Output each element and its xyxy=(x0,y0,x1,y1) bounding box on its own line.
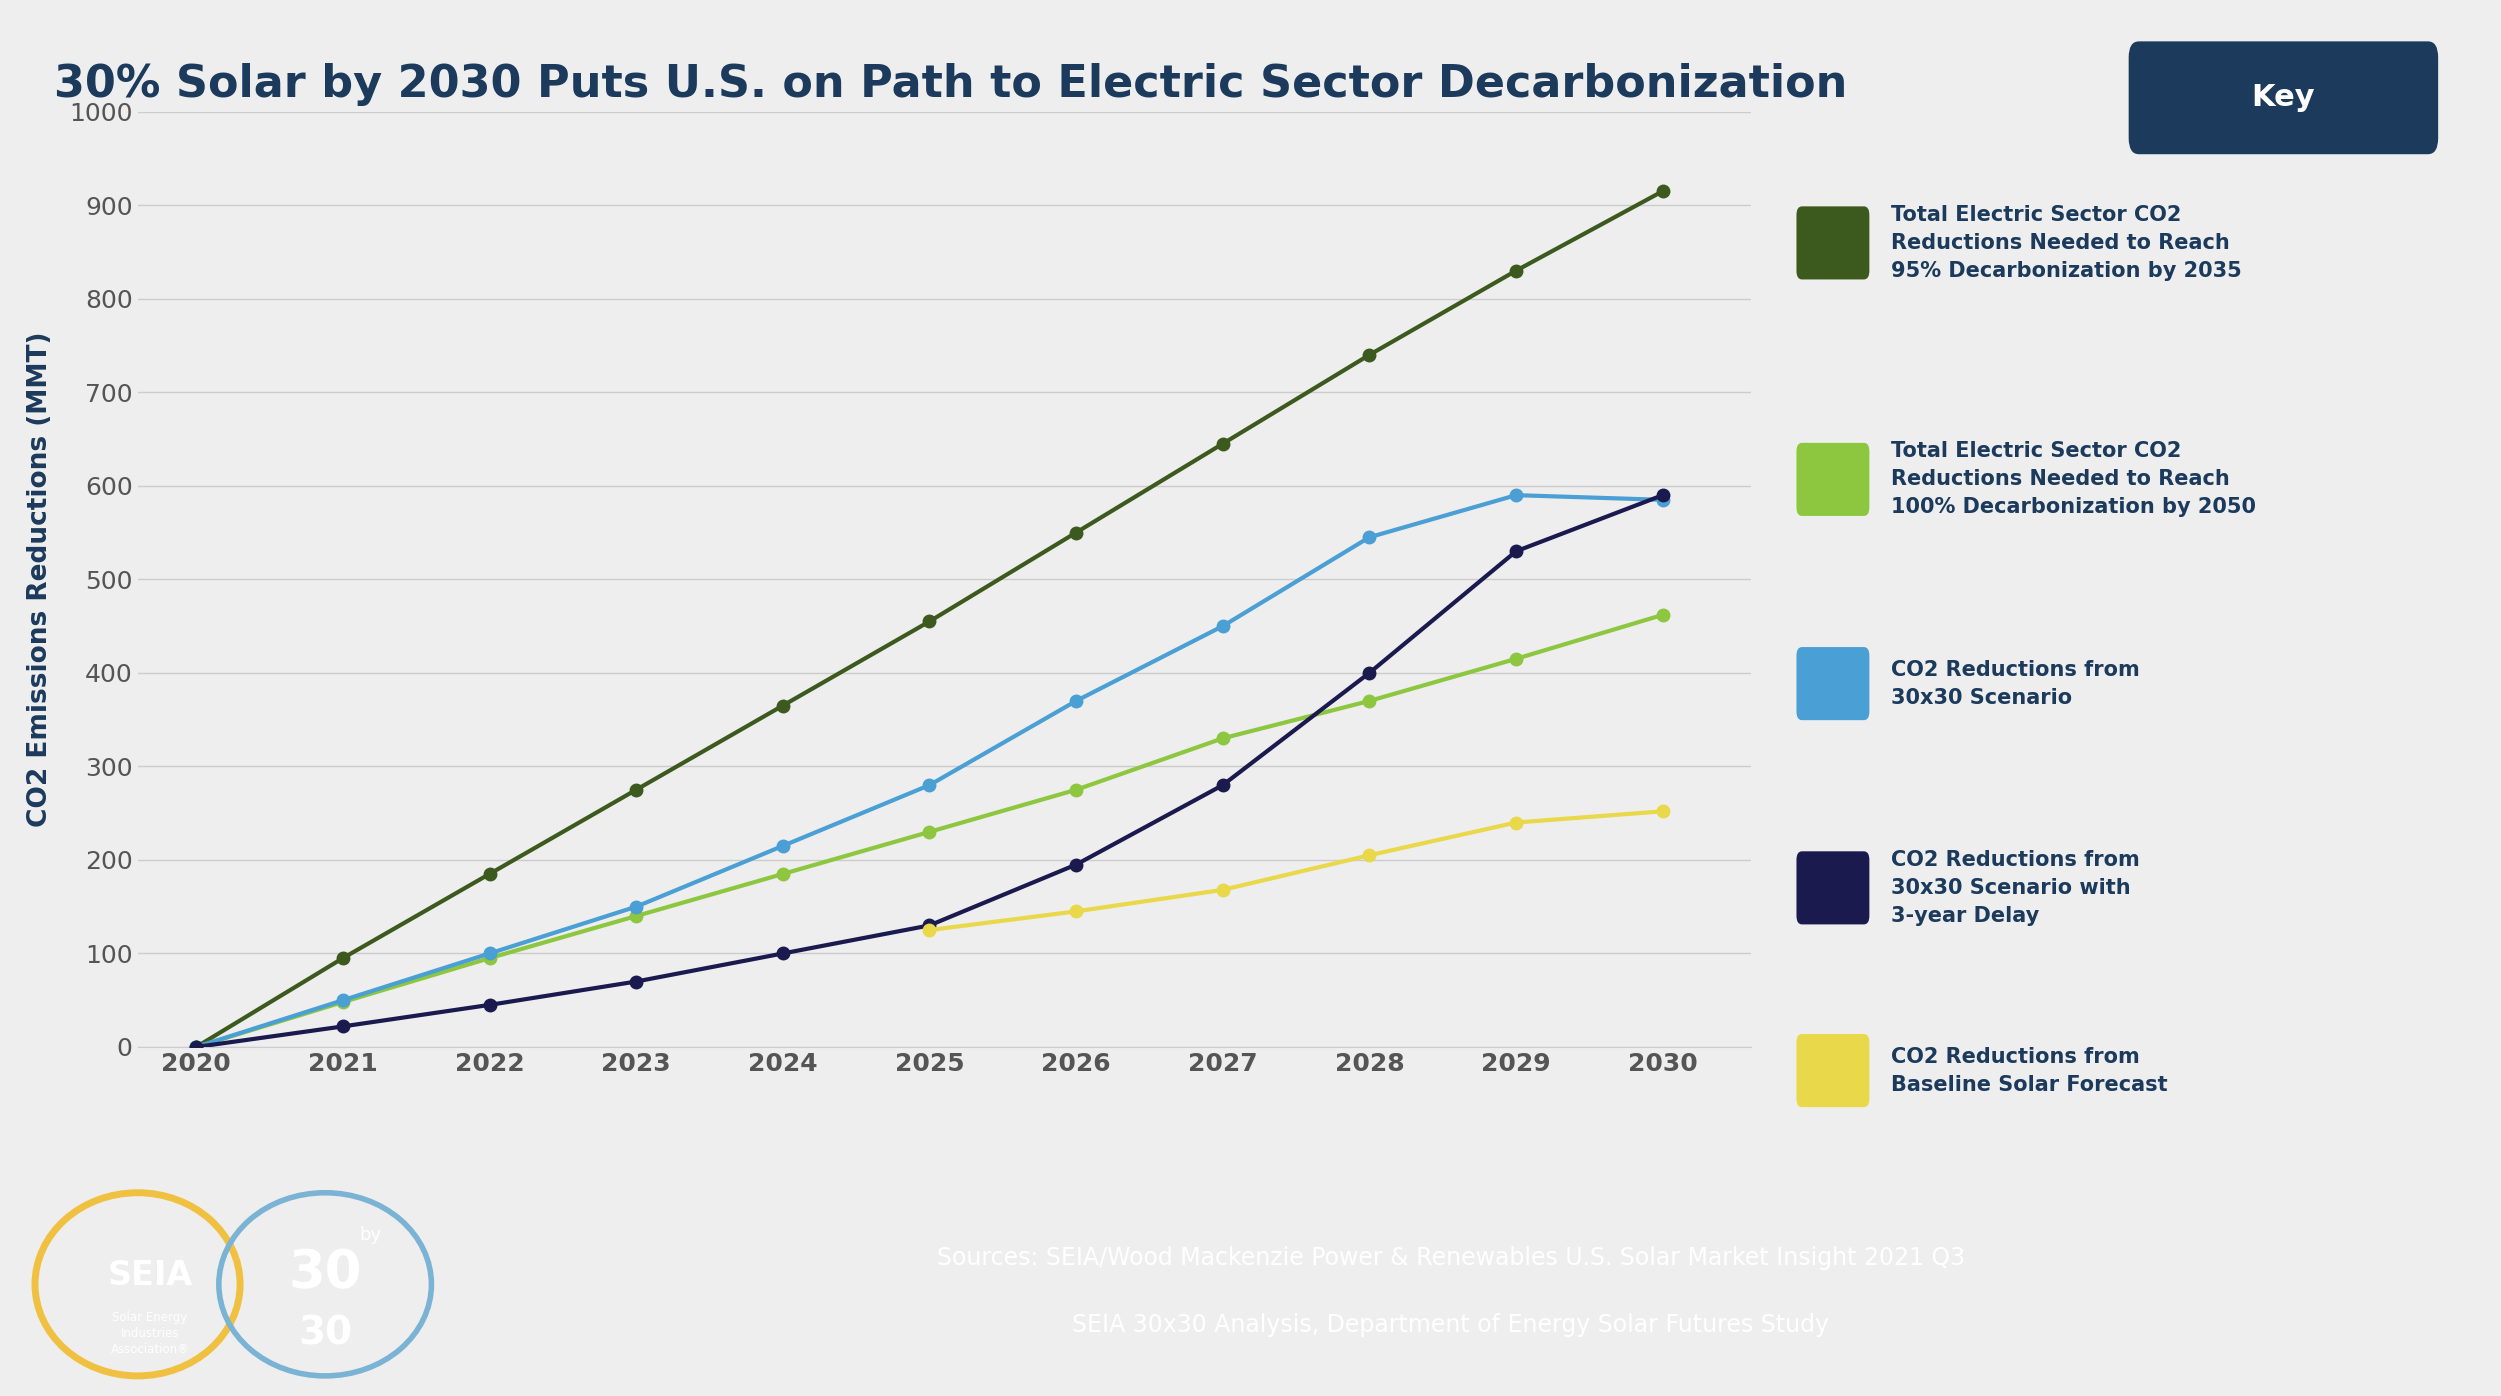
Text: SEIA 30x30 Analysis, Department of Energy Solar Futures Study: SEIA 30x30 Analysis, Department of Energ… xyxy=(1073,1312,1828,1336)
FancyBboxPatch shape xyxy=(2128,42,2438,154)
Text: 30: 30 xyxy=(288,1247,363,1300)
Text: Solar Energy
Industries
Association®: Solar Energy Industries Association® xyxy=(110,1311,190,1356)
Text: CO2 Reductions from
30x30 Scenario with
3-year Delay: CO2 Reductions from 30x30 Scenario with … xyxy=(1891,850,2141,926)
FancyBboxPatch shape xyxy=(1796,648,1868,720)
Text: 30% Solar by 2030 Puts U.S. on Path to Electric Sector Decarbonization: 30% Solar by 2030 Puts U.S. on Path to E… xyxy=(53,63,1848,106)
FancyBboxPatch shape xyxy=(1796,852,1868,924)
Text: SEIA: SEIA xyxy=(108,1259,193,1291)
Text: CO2 Reductions from
Baseline Solar Forecast: CO2 Reductions from Baseline Solar Forec… xyxy=(1891,1047,2168,1094)
Text: Key: Key xyxy=(2251,84,2316,112)
Text: by: by xyxy=(360,1226,380,1244)
FancyBboxPatch shape xyxy=(1796,1034,1868,1107)
Text: 30: 30 xyxy=(298,1315,353,1353)
FancyBboxPatch shape xyxy=(1796,443,1868,517)
Text: Total Electric Sector CO2
Reductions Needed to Reach
100% Decarbonization by 205: Total Electric Sector CO2 Reductions Nee… xyxy=(1891,441,2256,518)
Text: CO2 Reductions from
30x30 Scenario: CO2 Reductions from 30x30 Scenario xyxy=(1891,660,2141,708)
Text: Total Electric Sector CO2
Reductions Needed to Reach
95% Decarbonization by 2035: Total Electric Sector CO2 Reductions Nee… xyxy=(1891,205,2241,281)
FancyBboxPatch shape xyxy=(1796,207,1868,279)
Y-axis label: CO2 Emissions Reductions (MMT): CO2 Emissions Reductions (MMT) xyxy=(28,332,53,826)
Text: Sources: SEIA/Wood Mackenzie Power & Renewables U.S. Solar Market Insight 2021 Q: Sources: SEIA/Wood Mackenzie Power & Ren… xyxy=(935,1245,1966,1269)
